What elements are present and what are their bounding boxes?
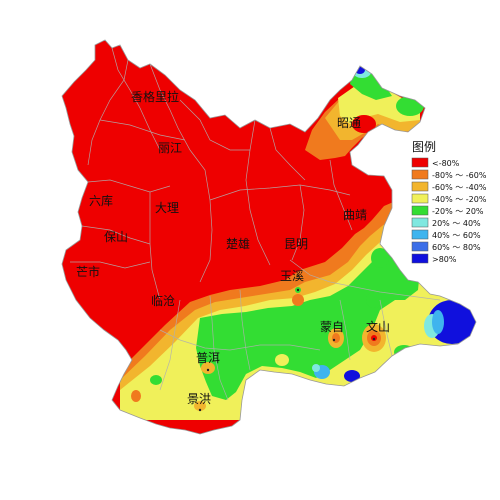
city-label-chuxiong: 楚雄 [226,236,250,251]
red-core-zhaotong [352,115,376,133]
legend-swatch [411,157,429,168]
yellow-patch-jinghong [194,401,206,411]
city-markers [198,288,376,412]
blue-patch-south [344,370,360,382]
legend-swatch [411,229,429,240]
legend-label: >80% [432,255,457,264]
city-label-jinghong: 景洪 [187,392,211,406]
city-label-qujing: 曲靖 [343,208,367,222]
cyan-patch-south [312,364,320,372]
legend-swatch [411,193,429,204]
city-labels: 香格里拉 丽江 昭通 六库 大理 曲靖 保山 楚雄 昆明 芒市 玉溪 临沧 蒙自… [76,89,390,406]
county-boundaries [70,47,441,401]
legend-label: -20% ～ 20% [432,207,484,216]
city-marker-puer [206,368,210,372]
orange-patch-yuxi [292,294,304,306]
legend-items: <-80% -80% ～ -60% -60% ～ -40% -40% ～ -20% -2… [411,157,487,264]
lightblue-patch-wenshan-east [432,310,444,334]
city-marker-wenshan [372,337,376,341]
legend-label: -60% ～ -40% [432,183,487,192]
legend-swatch [411,217,429,228]
lightyellow-patch-center [275,354,289,366]
city-label-mangshi: 芒市 [76,264,100,279]
city-label-baoshan: 保山 [104,230,128,244]
green-patch-southwest [150,375,162,385]
city-label-shangri-la: 香格里拉 [131,89,179,104]
legend-swatch [411,205,429,216]
province-outline [61,39,477,435]
legend-swatch [411,169,429,180]
city-marker-mengzi [332,338,336,342]
yellow-patch-puer [201,362,215,374]
city-label-mengzi: 蒙自 [320,320,344,334]
green-patch-east-1 [371,248,389,268]
lightyellow-patch-southwest [160,405,172,415]
legend: 图例 <-80% -80% ～ -60% -60% ～ -40% -40% ～ -20… [411,140,487,264]
green-patch-east-2 [366,292,382,308]
legend-label: 40% ～ 60% [432,231,481,240]
city-label-zhaotong: 昭通 [337,116,361,130]
city-label-lijiang: 丽江 [158,141,182,155]
lightyellow-band-northeast [338,84,420,124]
city-label-yuxi: 玉溪 [280,269,304,283]
city-label-wenshan: 文山 [366,319,390,334]
legend-label: -80% ～ -60% [432,171,487,180]
legend-label: -40% ～ -20% [432,195,487,204]
legend-title: 图例 [412,140,436,154]
legend-label: 20% ～ 40% [432,219,481,228]
legend-swatch [411,181,429,192]
orange-patch-southwest [131,390,141,402]
legend-swatch [411,241,429,252]
city-label-puer: 普洱 [196,351,220,365]
orange-patch-mengzi [332,333,340,343]
city-label-kunming: 昆明 [284,237,308,251]
city-label-liuku: 六库 [89,193,113,208]
city-marker-jinghong [198,408,202,412]
city-label-lincang: 临沧 [151,293,175,308]
city-marker-yuxi [296,288,300,292]
legend-label: <-80% [432,159,460,168]
legend-label: 60% ～ 80% [432,243,481,252]
legend-swatch [411,253,429,264]
green-patch-east-3 [394,345,414,359]
green-zone-south [196,246,420,400]
city-label-dali: 大理 [155,201,179,215]
